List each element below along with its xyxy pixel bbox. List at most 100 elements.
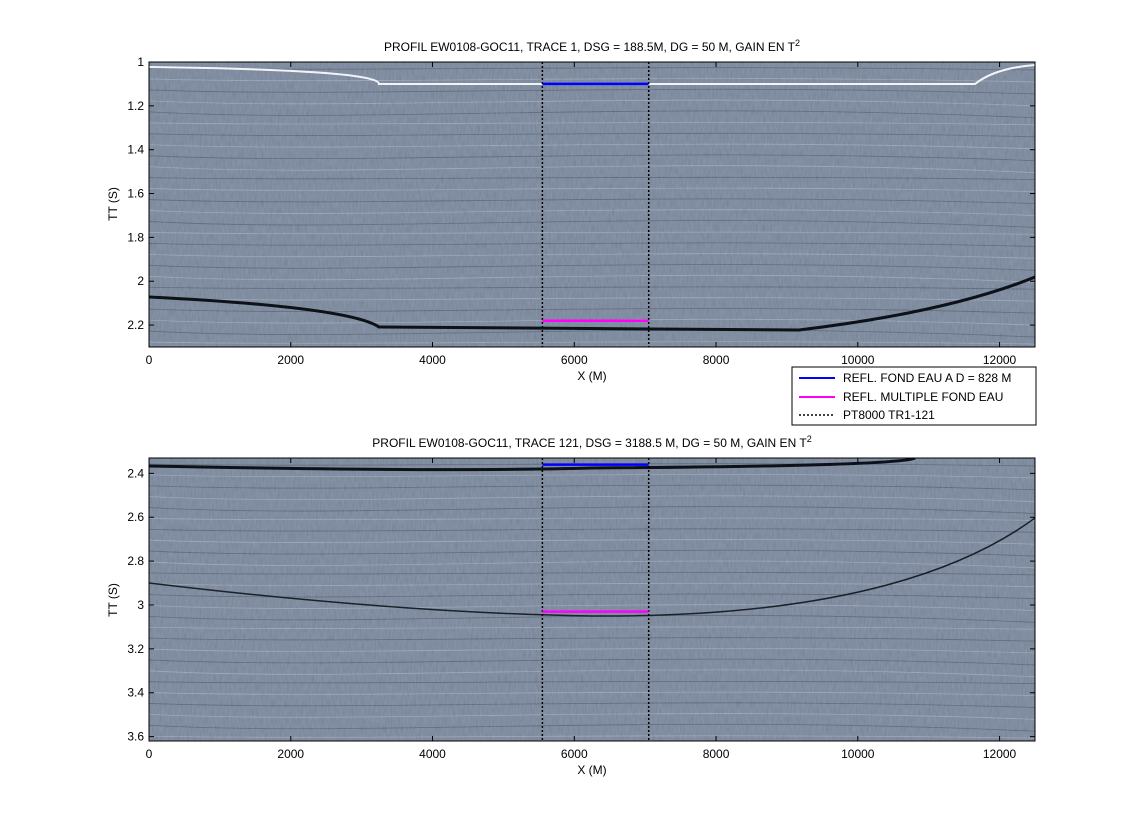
top-x-axis-label: X (M) [577, 369, 606, 383]
reflector-line [149, 143, 1035, 150]
x-tick-label: 12000 [983, 353, 1017, 367]
reflector-line [149, 231, 1035, 235]
reflector-line [149, 506, 1035, 514]
y-tick-label: 3.2 [127, 642, 144, 656]
top-panel-title: PROFIL EW0108-GOC11, TRACE 1, DSG = 188.… [384, 38, 800, 54]
multiple-reflector [149, 275, 1035, 332]
reflector-line [149, 658, 1035, 666]
reflector-line [149, 723, 1035, 732]
reflector-line [149, 220, 1035, 228]
x-tick-label: 10000 [841, 353, 875, 367]
reflector-line [149, 474, 1035, 479]
reflector-line [149, 484, 1035, 491]
bottom-y-axis-label: TT (S) [106, 583, 120, 617]
reflector-line [149, 572, 1035, 576]
x-tick-label: 2000 [277, 353, 304, 367]
reflector-line [149, 560, 1035, 569]
x-tick-label: 4000 [419, 353, 446, 367]
bottom-plot-frame [148, 457, 1036, 742]
top-seismic-texture [149, 62, 1035, 347]
bottom-x-axis: 0 2000 4000 6000 8000 10000 12000 [146, 458, 1017, 761]
reflector-line [149, 604, 1035, 611]
y-tick-label: 1.6 [127, 187, 144, 201]
seafloor-reflector [149, 64, 1035, 85]
reflector-line [149, 242, 1035, 247]
reflector-line [149, 495, 1035, 503]
reflector-line [149, 176, 1035, 181]
top-data-marks [541, 62, 650, 347]
reflector-line [149, 713, 1035, 720]
y-tick-label: 3.6 [127, 730, 144, 744]
reflector-line [149, 615, 1035, 623]
x-tick-label: 8000 [703, 747, 730, 761]
y-tick-label: 2.4 [127, 466, 144, 480]
top-y-axis-label: TT (S) [106, 187, 120, 221]
reflector-line [149, 297, 1035, 302]
deep-reflector [149, 517, 1035, 617]
y-tick-label: 3.4 [127, 686, 144, 700]
x-tick-label: 6000 [561, 747, 588, 761]
x-tick-label: 4000 [419, 747, 446, 761]
x-tick-label: 0 [146, 353, 153, 367]
seafloor-reflector [149, 458, 916, 472]
reflector-line [149, 669, 1035, 678]
y-tick-label: 2.2 [127, 318, 144, 332]
reflector-line [149, 539, 1035, 545]
bottom-y-axis: 2.4 2.6 2.8 3 3.2 3.4 3.6 [127, 466, 1035, 744]
reflector-line [149, 286, 1035, 290]
bottom-panel: PROFIL EW0108-GOC11, TRACE 121, DSG = 31… [106, 434, 1036, 777]
bottom-panel-title: PROFIL EW0108-GOC11, TRACE 121, DSG = 31… [372, 434, 811, 450]
top-seismic-image [149, 62, 1035, 347]
reflector-line [149, 637, 1035, 642]
reflector-line [149, 78, 1035, 83]
reflector-line [149, 329, 1035, 338]
reflector-line [149, 702, 1035, 708]
top-y-axis: 1 1.2 1.4 1.6 1.8 2 2.2 [127, 55, 1035, 332]
bottom-reflector-layers [149, 458, 1035, 739]
y-tick-label: 1.4 [127, 143, 144, 157]
reflector-line [149, 253, 1035, 259]
reflector-line [149, 165, 1035, 174]
top-panel: PROFIL EW0108-GOC11, TRACE 1, DSG = 188.… [106, 38, 1036, 383]
reflector-line [149, 517, 1035, 521]
y-tick-label: 1.8 [127, 230, 144, 244]
legend: REFL. FOND EAU A D = 828 M REFL. MULTIPL… [791, 366, 1037, 426]
y-tick-label: 2 [137, 274, 144, 288]
x-tick-label: 8000 [703, 353, 730, 367]
reflector-line [149, 582, 1035, 588]
reflector-line [149, 154, 1035, 162]
y-tick-label: 1 [137, 55, 144, 69]
bottom-x-axis-label: X (M) [577, 763, 606, 777]
reflector-line [149, 680, 1035, 685]
reflector-line [149, 122, 1035, 126]
reflector-line [149, 735, 1035, 739]
x-tick-label: 2000 [277, 747, 304, 761]
bottom-seismic-image [149, 458, 1035, 741]
reflector-line [149, 110, 1035, 119]
reflector-line [149, 691, 1035, 696]
x-tick-label: 10000 [841, 747, 875, 761]
top-reflector-layers [149, 64, 1035, 345]
bottom-data-marks [541, 458, 650, 741]
top-x-axis: 0 2000 4000 6000 8000 10000 12000 [146, 62, 1017, 367]
y-tick-label: 2.8 [127, 554, 144, 568]
reflector-line [149, 308, 1035, 314]
bottom-seismic-texture [149, 458, 1035, 741]
reflector-line [149, 274, 1035, 283]
top-plot-frame [148, 61, 1036, 348]
reflector-line [149, 88, 1035, 95]
reflector-line [149, 647, 1035, 654]
reflector-line [149, 132, 1035, 138]
y-tick-label: 1.2 [127, 99, 144, 113]
legend-label-multiple: REFL. MULTIPLE FOND EAU [843, 390, 1003, 404]
reflector-line [149, 264, 1035, 271]
reflector-line [149, 341, 1035, 345]
reflector-line [149, 593, 1035, 600]
legend-label-pt8000: PT8000 TR1-121 [843, 408, 935, 422]
legend-label-water-bottom: REFL. FOND EAU A D = 828 M [843, 371, 1011, 385]
reflector-line [149, 209, 1035, 216]
reflector-line [149, 198, 1035, 204]
y-tick-label: 2.6 [127, 510, 144, 524]
reflector-line [149, 528, 1035, 533]
